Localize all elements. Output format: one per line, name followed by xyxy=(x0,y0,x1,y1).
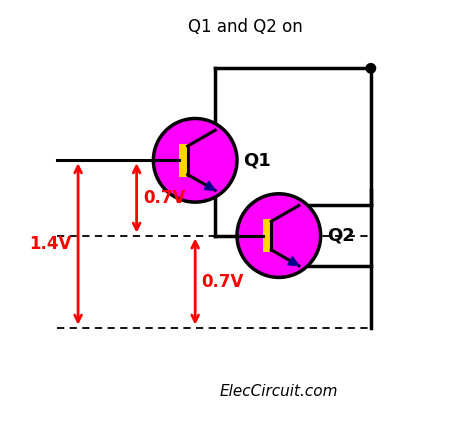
Bar xyxy=(263,219,271,252)
Text: 1.4V: 1.4V xyxy=(29,235,72,253)
Polygon shape xyxy=(288,257,299,266)
Text: 0.7V: 0.7V xyxy=(201,273,244,290)
Circle shape xyxy=(365,63,376,74)
Text: Q1 and Q2 on: Q1 and Q2 on xyxy=(188,18,303,36)
Circle shape xyxy=(154,118,237,202)
Text: ElecCircuit.com: ElecCircuit.com xyxy=(219,384,338,399)
Text: Q2: Q2 xyxy=(327,226,355,245)
Polygon shape xyxy=(204,181,215,190)
Text: 0.7V: 0.7V xyxy=(143,189,185,207)
Text: Q1: Q1 xyxy=(243,151,271,169)
Circle shape xyxy=(237,194,320,277)
Bar xyxy=(179,144,188,177)
